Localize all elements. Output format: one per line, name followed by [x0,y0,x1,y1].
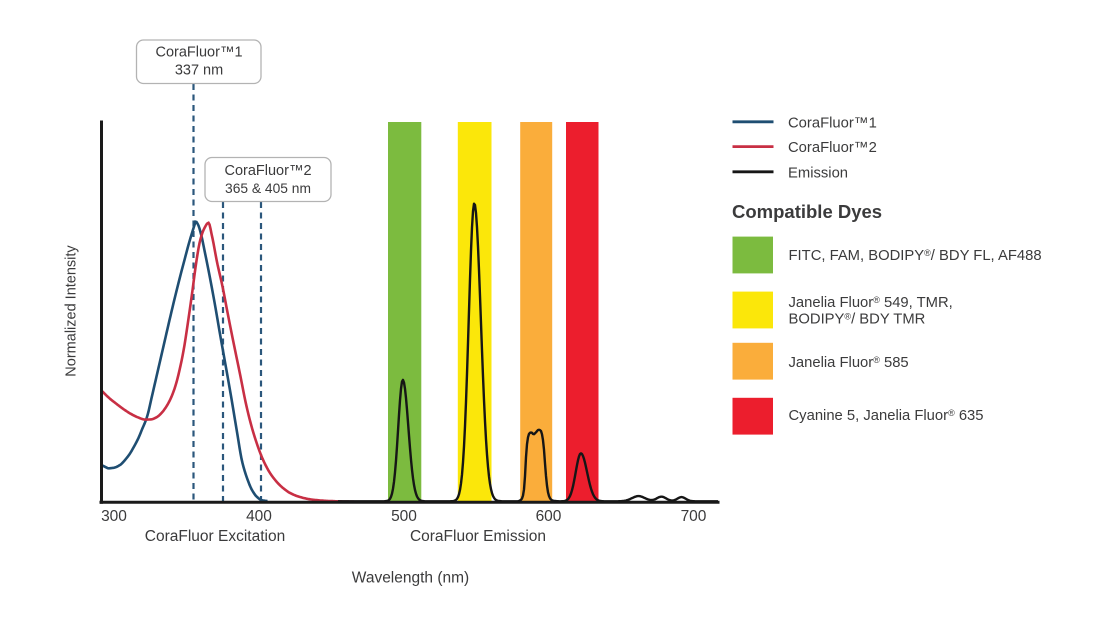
svg-text:CoraFluor™2: CoraFluor™2 [224,163,311,179]
svg-text:337 nm: 337 nm [175,63,223,79]
svg-text:BODIPY®/ BDY TMR: BODIPY®/ BDY TMR [789,311,926,327]
svg-text:CoraFluor Excitation: CoraFluor Excitation [145,528,285,545]
svg-text:Janelia Fluor® 585: Janelia Fluor® 585 [789,355,909,371]
svg-text:Wavelength (nm): Wavelength (nm) [352,570,469,587]
svg-text:CoraFluor™2: CoraFluor™2 [788,140,877,156]
svg-text:Normalized Intensity: Normalized Intensity [64,245,80,377]
svg-text:500: 500 [391,508,417,525]
svg-text:365 & 405 nm: 365 & 405 nm [225,181,311,196]
svg-text:Janelia Fluor® 549, TMR,: Janelia Fluor® 549, TMR, [789,295,953,311]
svg-text:600: 600 [536,508,562,525]
svg-text:Cyanine 5, Janelia Fluor® 635: Cyanine 5, Janelia Fluor® 635 [789,408,984,424]
svg-text:CoraFluor™1: CoraFluor™1 [788,115,877,131]
svg-text:700: 700 [681,508,707,525]
svg-text:400: 400 [246,508,272,525]
svg-text:Emission: Emission [788,165,848,181]
svg-text:CoraFluor Emission: CoraFluor Emission [410,528,546,545]
svg-text:300: 300 [101,508,127,525]
svg-text:Compatible Dyes: Compatible Dyes [732,201,882,222]
svg-text:CoraFluor™1: CoraFluor™1 [155,45,242,61]
svg-text:FITC, FAM, BODIPY®/ BDY FL, AF: FITC, FAM, BODIPY®/ BDY FL, AF488 [789,248,1042,264]
